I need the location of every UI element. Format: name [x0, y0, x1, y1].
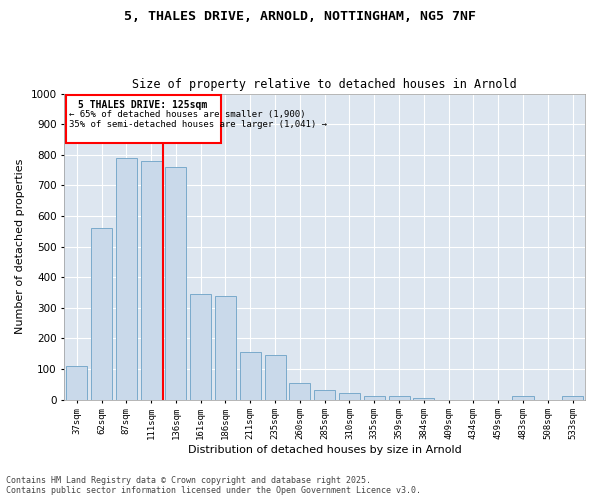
Text: 5, THALES DRIVE, ARNOLD, NOTTINGHAM, NG5 7NF: 5, THALES DRIVE, ARNOLD, NOTTINGHAM, NG5…	[124, 10, 476, 23]
Bar	[314, 390, 335, 400]
Bar	[413, 398, 434, 400]
Text: 35% of semi-detached houses are larger (1,041) →: 35% of semi-detached houses are larger (…	[69, 120, 327, 128]
Bar	[289, 382, 310, 400]
Bar	[215, 296, 236, 400]
Bar	[116, 158, 137, 400]
Text: 5 THALES DRIVE: 125sqm: 5 THALES DRIVE: 125sqm	[79, 100, 208, 110]
Bar	[512, 396, 533, 400]
Bar	[166, 167, 187, 400]
X-axis label: Distribution of detached houses by size in Arnold: Distribution of detached houses by size …	[188, 445, 461, 455]
Bar	[140, 161, 161, 400]
Bar	[190, 294, 211, 400]
Bar	[562, 396, 583, 400]
Bar	[364, 396, 385, 400]
FancyBboxPatch shape	[65, 95, 221, 142]
Bar	[265, 355, 286, 400]
Text: Contains HM Land Registry data © Crown copyright and database right 2025.
Contai: Contains HM Land Registry data © Crown c…	[6, 476, 421, 495]
Title: Size of property relative to detached houses in Arnold: Size of property relative to detached ho…	[132, 78, 517, 91]
Bar	[91, 228, 112, 400]
Y-axis label: Number of detached properties: Number of detached properties	[15, 159, 25, 334]
Bar	[240, 352, 261, 400]
Text: ← 65% of detached houses are smaller (1,900): ← 65% of detached houses are smaller (1,…	[69, 110, 306, 120]
Bar	[66, 366, 87, 400]
Bar	[389, 396, 410, 400]
Bar	[339, 394, 360, 400]
